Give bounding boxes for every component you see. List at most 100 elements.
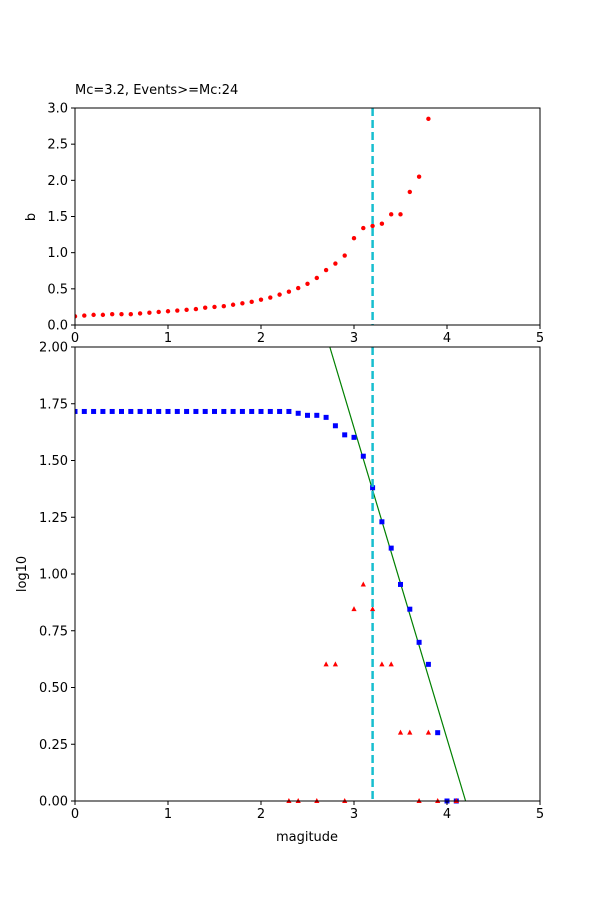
data-point xyxy=(333,261,338,266)
fit-line xyxy=(329,346,467,802)
data-point xyxy=(314,412,320,418)
y-tick-label: 1.0 xyxy=(47,246,68,261)
data-point xyxy=(407,729,413,735)
x-tick-label: 1 xyxy=(164,331,172,346)
y-tick-label: 1.00 xyxy=(39,568,68,583)
b-value-plot: Mc=3.2, Events>=Mc:24 b 0 1 2 3 4 5 0.0 0.5 1.0 1… xyxy=(24,83,544,346)
data-point xyxy=(230,408,236,414)
data-point xyxy=(212,304,217,310)
x-tick-label: 4 xyxy=(443,331,451,346)
data-point xyxy=(370,223,375,229)
y-tick-label: 2.00 xyxy=(39,341,68,356)
y-tick-label: 3.0 xyxy=(47,102,68,117)
data-point xyxy=(128,408,134,414)
data-point xyxy=(416,174,422,179)
data-point xyxy=(425,661,431,667)
y-tick-label: 0.0 xyxy=(47,319,68,334)
data-point xyxy=(295,410,301,416)
data-point xyxy=(119,311,124,317)
data-point xyxy=(388,661,394,667)
data-point xyxy=(82,313,87,318)
data-point xyxy=(193,408,199,414)
data-point xyxy=(397,729,404,735)
data-point xyxy=(239,408,245,414)
y-tick-label: 0.75 xyxy=(39,624,68,639)
data-point xyxy=(286,289,292,294)
data-point xyxy=(202,408,208,414)
b-plot-marks xyxy=(75,108,431,325)
data-point xyxy=(314,275,319,281)
data-point xyxy=(379,519,385,525)
b-plot-axes: 0 1 2 3 4 5 0.0 0.5 1.0 1.5 2.0 2.5 3.0 xyxy=(47,102,544,347)
data-point xyxy=(221,303,226,309)
data-point xyxy=(249,299,254,305)
x-tick-label: 1 xyxy=(164,807,172,822)
x-tick-label: 3 xyxy=(350,807,358,822)
b-plot-clipped-marks xyxy=(75,116,431,319)
data-point xyxy=(174,408,180,414)
data-point xyxy=(221,408,227,414)
data-point xyxy=(156,309,161,315)
data-point xyxy=(361,225,366,231)
data-point xyxy=(351,434,357,440)
data-point xyxy=(388,545,394,551)
data-point xyxy=(184,408,190,414)
x-tick-label: 0 xyxy=(71,331,79,346)
data-point xyxy=(268,295,273,300)
data-point xyxy=(147,310,152,315)
data-point xyxy=(435,730,441,736)
x-tick-label: 0 xyxy=(71,807,79,822)
x-tick-label: 5 xyxy=(536,331,544,346)
data-point xyxy=(360,581,366,587)
data-point xyxy=(425,729,431,735)
data-point xyxy=(109,408,115,414)
data-point xyxy=(230,302,236,307)
x-tick-label: 2 xyxy=(257,807,265,822)
data-point xyxy=(379,221,385,226)
data-point xyxy=(193,306,199,312)
data-point xyxy=(296,285,301,291)
data-point xyxy=(267,408,273,414)
y-tick-label: 1.50 xyxy=(39,454,68,469)
data-point xyxy=(146,408,152,414)
data-point xyxy=(75,408,78,414)
data-point xyxy=(240,301,245,306)
data-point xyxy=(212,408,217,414)
data-point xyxy=(379,661,385,667)
data-point xyxy=(351,236,357,241)
data-point xyxy=(332,661,338,667)
log10-plot-axes: 0 1 2 3 4 5 0.00 0.25 0.50 0.75 1.00 1.25 1.50 1.75 2.… xyxy=(39,341,544,823)
log10-plot: magitude log10 0 1 2 3 4 5 0.00 0.25 0.50 0.75 1.0… xyxy=(15,341,544,846)
data-point xyxy=(305,412,310,418)
data-point xyxy=(370,485,376,491)
data-point xyxy=(342,432,348,438)
log10-plot-ylabel: log10 xyxy=(15,556,30,592)
data-point xyxy=(360,453,366,459)
y-tick-label: 1.25 xyxy=(39,511,68,526)
data-point xyxy=(110,311,115,317)
x-tick-label: 3 xyxy=(350,331,358,346)
data-point xyxy=(203,305,208,310)
data-point xyxy=(389,212,394,217)
data-point xyxy=(91,312,96,318)
data-point xyxy=(407,606,413,612)
data-point xyxy=(184,307,189,313)
data-point xyxy=(398,581,403,587)
data-point xyxy=(128,311,133,317)
data-point xyxy=(258,297,264,302)
data-point xyxy=(165,309,171,314)
data-point xyxy=(305,281,310,286)
data-point xyxy=(398,212,403,217)
data-point xyxy=(277,292,282,297)
data-point xyxy=(351,606,357,612)
data-point xyxy=(137,408,143,414)
data-point xyxy=(249,408,255,414)
data-point xyxy=(91,408,97,414)
y-tick-label: 0.25 xyxy=(39,738,68,753)
x-tick-label: 4 xyxy=(443,807,451,822)
data-point xyxy=(370,606,376,612)
log10-plot-xlabel: magitude xyxy=(276,830,338,845)
y-tick-label: 0.50 xyxy=(39,681,68,696)
y-tick-label: 0.00 xyxy=(39,795,68,810)
